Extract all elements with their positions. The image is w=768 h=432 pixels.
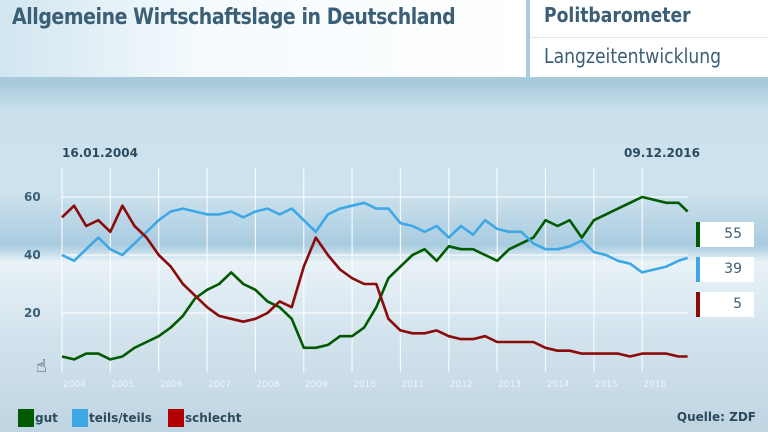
latest-value-teils: 39 bbox=[696, 257, 754, 282]
latest-value-schlecht: 5 bbox=[696, 292, 754, 317]
x-tick-label: 2014 bbox=[547, 380, 570, 390]
x-tick-label: 2012 bbox=[450, 380, 473, 390]
x-tick-label: 2004 bbox=[63, 380, 86, 390]
end-date: 09.12.2016 bbox=[624, 146, 700, 160]
y-tick-label: 40 bbox=[24, 248, 41, 262]
x-tick-label: 2008 bbox=[256, 380, 279, 390]
legend-swatch bbox=[18, 409, 34, 427]
subtitle: Langzeitentwicklung bbox=[544, 44, 722, 68]
x-tick-label: 2009 bbox=[305, 380, 328, 390]
legend-label: schlecht bbox=[185, 411, 242, 425]
value-label: 55 bbox=[724, 226, 742, 242]
x-tick-label: 2016 bbox=[643, 380, 666, 390]
color-bar bbox=[696, 292, 700, 317]
x-tick-label: 2011 bbox=[401, 380, 424, 390]
series-line-teils-teils bbox=[61, 201, 688, 274]
legend-schlecht: schlecht bbox=[168, 409, 241, 427]
start-date: 16.01.2004 bbox=[62, 146, 138, 160]
page-title: Allgemeine Wirtschaftslage in Deutschlan… bbox=[12, 5, 456, 30]
y-tick-label: 60 bbox=[24, 190, 41, 204]
legend-label: gut bbox=[35, 411, 58, 425]
legend-teils: teils/teils bbox=[72, 409, 152, 427]
legend-swatch bbox=[168, 409, 184, 427]
hand-cursor-icon: ☝ bbox=[36, 356, 47, 377]
divider bbox=[530, 37, 768, 38]
color-bar bbox=[696, 222, 700, 247]
x-tick-label: 2015 bbox=[595, 380, 618, 390]
color-bar bbox=[696, 257, 700, 282]
source-label: Quelle: ZDF bbox=[676, 410, 756, 424]
header: Allgemeine Wirtschaftslage in Deutschlan… bbox=[0, 0, 768, 77]
value-label: 5 bbox=[733, 296, 742, 312]
value-label: 39 bbox=[724, 261, 742, 277]
latest-value-gut: 55 bbox=[696, 222, 754, 247]
x-tick-label: 2013 bbox=[498, 380, 521, 390]
x-tick-label: 2010 bbox=[353, 380, 376, 390]
legend-label: teils/teils bbox=[89, 411, 152, 425]
series-line-schlecht bbox=[61, 204, 688, 358]
y-tick-label: 20 bbox=[24, 306, 41, 320]
legend-gut: gut bbox=[18, 409, 58, 427]
x-tick-label: 2005 bbox=[111, 380, 134, 390]
legend-swatch bbox=[72, 409, 88, 427]
divider bbox=[526, 0, 530, 77]
series-line-gut bbox=[61, 195, 689, 361]
x-tick-label: 2007 bbox=[208, 380, 231, 390]
x-tick-label: 2006 bbox=[160, 380, 183, 390]
brand-title: Politbarometer bbox=[544, 3, 691, 27]
